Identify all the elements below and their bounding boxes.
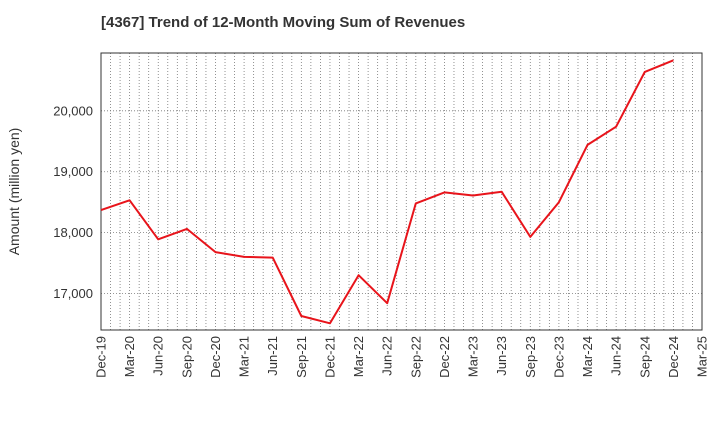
x-tick-label: Mar-23: [466, 336, 481, 377]
x-tick-label: Mar-21: [237, 336, 252, 377]
chart-title: [4367] Trend of 12-Month Moving Sum of R…: [101, 14, 466, 31]
y-tick-label: 20,000: [53, 103, 93, 118]
x-tick-label: Dec-21: [322, 336, 337, 378]
plot-frame: [100, 52, 703, 331]
x-tick-label: Mar-25: [695, 336, 710, 377]
x-tick-label: Sep-21: [294, 336, 309, 378]
x-tick-label: Jun-23: [494, 336, 509, 376]
y-axis-title: Amount (million yen): [6, 128, 22, 256]
x-tick-label: Mar-22: [351, 336, 366, 377]
x-tick-label: Sep-20: [179, 336, 194, 378]
x-tick-label: Sep-23: [523, 336, 538, 378]
y-tick-label: 17,000: [53, 286, 93, 301]
x-tick-label: Dec-19: [94, 336, 109, 378]
x-tick-label: Jun-22: [380, 336, 395, 376]
x-tick-label: Jun-24: [609, 336, 624, 376]
x-tick-label: Dec-24: [666, 336, 681, 378]
x-tick-label: Dec-20: [208, 336, 223, 378]
x-tick-label: Sep-24: [637, 336, 652, 378]
y-tick-label: 19,000: [53, 164, 93, 179]
y-tick-label: 18,000: [53, 225, 93, 240]
x-tick-label: Dec-23: [551, 336, 566, 378]
x-tick-label: Mar-20: [122, 336, 137, 377]
series-line: [100, 59, 674, 325]
x-tick-label: Mar-24: [580, 336, 595, 377]
x-tick-label: Dec-22: [437, 336, 452, 378]
x-tick-label: Jun-21: [265, 336, 280, 376]
x-tick-label: Sep-22: [408, 336, 423, 378]
x-tick-label: Jun-20: [151, 336, 166, 376]
